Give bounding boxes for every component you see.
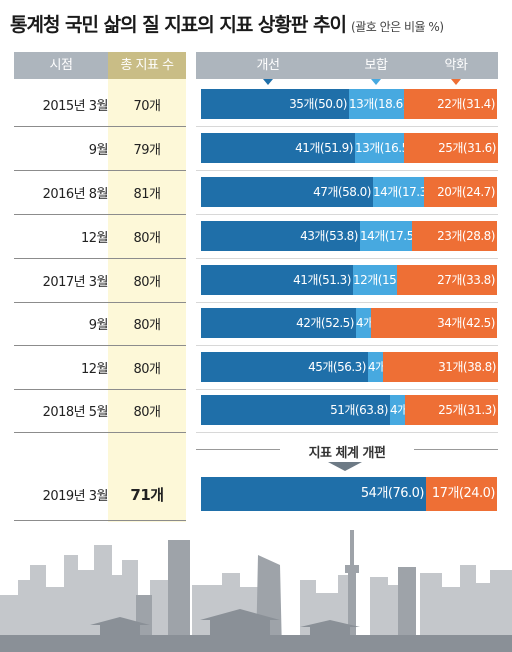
- reform-label-text: 지표 체계 개편: [300, 446, 394, 461]
- hold-bar-segment: 14개(17.5): [360, 221, 412, 251]
- total-count-label: 80개: [133, 318, 161, 333]
- period-label: 2017년 3월: [42, 275, 109, 290]
- worse-bar-segment: 20개(24.7): [424, 177, 497, 207]
- hold-bar-segment: 13개(16.5): [355, 133, 404, 163]
- period-label: 12월: [80, 362, 109, 377]
- period-label: 9월: [88, 143, 109, 158]
- row-divider: [14, 345, 186, 346]
- chart-title-main: 통계청 국민 삶의 질 지표의 지표 상황판 추이: [10, 14, 347, 36]
- row-divider: [14, 258, 186, 259]
- reform-line-left: [196, 449, 280, 450]
- row-divider-bars: [196, 389, 498, 390]
- reform-line-right: [414, 449, 498, 450]
- city-skyline-illustration: [0, 530, 512, 652]
- worse-header: 악화: [444, 58, 468, 73]
- chart-title: 통계청 국민 삶의 질 지표의 지표 상황판 추이 (괄호 안은 비율 %): [10, 10, 510, 40]
- hold-bar-segment: 13개(18.6): [349, 89, 404, 119]
- period-label: 9월: [88, 318, 109, 333]
- row-divider: [14, 214, 186, 215]
- reform-label: 지표 체계 개편: [196, 442, 498, 461]
- worse-bar-segment: 25개(31.6): [404, 133, 498, 163]
- improve-bar-segment: 41개(51.3): [201, 265, 353, 295]
- improve-bar-segment: 42개(52.5): [201, 308, 356, 338]
- hold-bar-segment: 12개(15.0): [353, 265, 397, 295]
- improve-bar-segment: 45개(56.3): [201, 352, 368, 382]
- total-header: 총 지표 수: [120, 58, 174, 73]
- period-label: 2015년 3월: [42, 99, 109, 114]
- row-divider-bars: [196, 126, 498, 127]
- improve-bar-segment: 41개(51.9): [201, 133, 355, 163]
- row-divider: [14, 520, 186, 521]
- worse-bar-segment: 22개(31.4): [404, 89, 497, 119]
- period-label: 2016년 8월: [42, 187, 109, 202]
- worse-bar-segment: 17개(24.0): [426, 477, 497, 511]
- row-divider-bars: [196, 258, 498, 259]
- worse-bar-segment: 23개(28.8): [412, 221, 497, 251]
- total-count-label: 80개: [133, 405, 161, 420]
- row-divider-bars: [196, 432, 498, 433]
- worse-marker-icon: [451, 79, 461, 85]
- period-label: 2019년 3월: [42, 489, 109, 504]
- total-count-label: 71개: [130, 486, 164, 504]
- total-count-label: 80개: [133, 275, 161, 290]
- row-divider: [14, 432, 186, 433]
- improve-bar-segment: 43개(53.8): [201, 221, 360, 251]
- period-header: 시점: [49, 58, 73, 73]
- hold-marker-icon: [371, 79, 381, 85]
- improve-bar-segment: 47개(58.0): [201, 177, 373, 207]
- improve-bar-segment: 35개(50.0): [201, 89, 349, 119]
- worse-bar-segment: 31개(38.8): [383, 352, 498, 382]
- total-count-label: 80개: [133, 362, 161, 377]
- hold-bar-segment: 4개(5.0): [390, 395, 405, 425]
- row-divider-bars: [196, 170, 498, 171]
- hold-bar-segment: 14개(17.3): [373, 177, 424, 207]
- row-divider: [14, 302, 186, 303]
- period-label: 2018년 5월: [42, 405, 109, 420]
- row-divider-bars: [196, 302, 498, 303]
- row-divider: [14, 126, 186, 127]
- row-divider: [14, 170, 186, 171]
- worse-bar-segment: 34개(42.5): [371, 308, 497, 338]
- worse-bar-segment: 27개(33.8): [397, 265, 497, 295]
- improve-marker-icon: [263, 79, 273, 85]
- row-divider: [14, 389, 186, 390]
- total-count-label: 70개: [133, 99, 161, 114]
- reform-arrow-icon: [328, 462, 362, 471]
- period-label: 12월: [80, 231, 109, 246]
- row-divider-bars: [196, 214, 498, 215]
- hold-header: 보합: [364, 58, 388, 73]
- worse-bar-segment: 25개(31.3): [405, 395, 498, 425]
- total-count-label: 81개: [133, 187, 161, 202]
- hold-bar-segment: 4개(5.0): [368, 352, 383, 382]
- hold-bar-segment: 4개(5.0): [356, 308, 371, 338]
- total-column-header-bg: [108, 52, 186, 79]
- total-column-highlight: [108, 52, 186, 522]
- total-count-label: 79개: [133, 143, 161, 158]
- chart-subtitle: (괄호 안은 비율 %): [351, 20, 444, 34]
- total-count-label: 80개: [133, 231, 161, 246]
- row-divider-bars: [196, 345, 498, 346]
- improve-header: 개선: [256, 58, 280, 73]
- improve-bar-segment: 54개(76.0): [201, 477, 426, 511]
- table-header-right: [196, 52, 498, 79]
- improve-bar-segment: 51개(63.8): [201, 395, 390, 425]
